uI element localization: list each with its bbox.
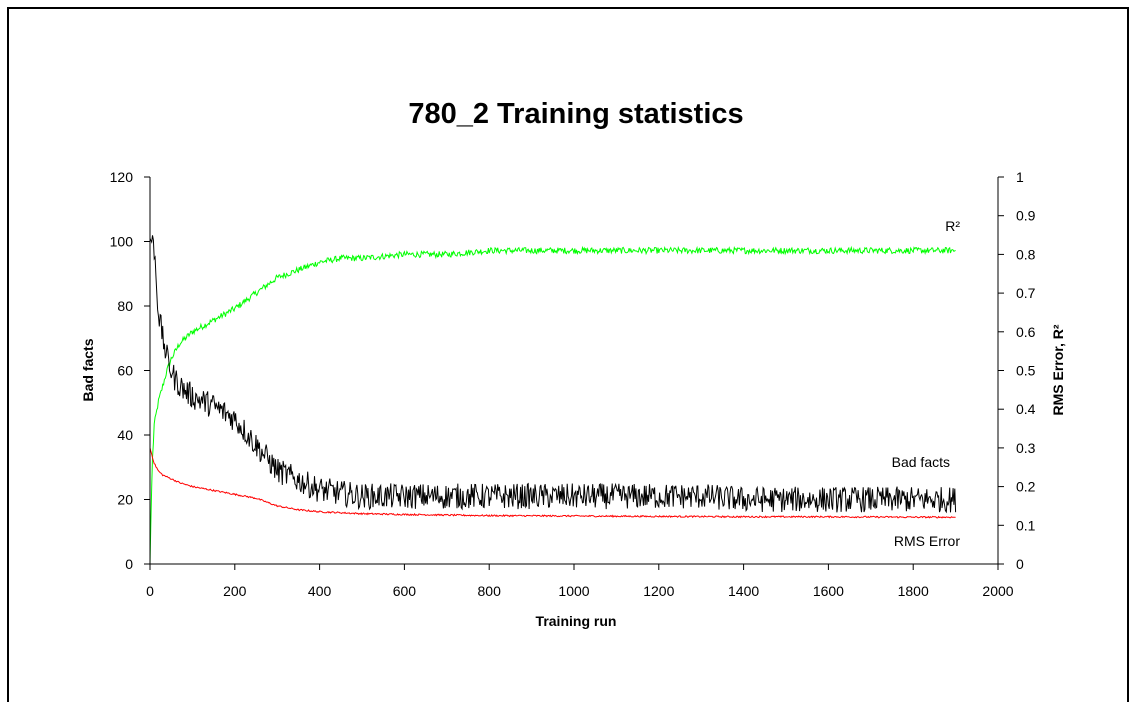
y2-tick-label: 0.2 xyxy=(1016,479,1036,495)
series-label-rms-error: RMS Error xyxy=(894,533,960,549)
y2-tick-label: 0.6 xyxy=(1016,324,1036,340)
y2-axis-ticks: 0 0.1 0.2 0.3 0.4 0.5 0.6 0.7 0.8 0.9 1 xyxy=(998,169,1036,572)
series-line-bad-facts xyxy=(149,235,957,514)
y2-tick-label: 0.9 xyxy=(1016,208,1036,224)
y2-tick-label: 0.8 xyxy=(1016,246,1036,262)
chart-title: 780_2 Training statistics xyxy=(408,98,743,130)
x-axis-ticks: 0 200 400 600 800 1000 1200 1400 1600 1800 2000 xyxy=(146,564,1014,599)
x-tick-label: 2000 xyxy=(982,583,1013,599)
y2-tick-label: 0 xyxy=(1016,556,1024,572)
y2-axis-label: RMS Error, R² xyxy=(1050,324,1066,415)
y-tick-label: 80 xyxy=(117,298,133,314)
y-tick-label: 120 xyxy=(110,169,134,185)
y2-tick-label: 0.5 xyxy=(1016,363,1036,379)
y2-tick-label: 1 xyxy=(1016,169,1024,185)
x-axis-label: Training run xyxy=(536,613,617,629)
y2-tick-label: 0.4 xyxy=(1016,401,1036,417)
plot-lines xyxy=(149,235,957,565)
y-tick-label: 20 xyxy=(117,492,133,508)
x-tick-label: 1400 xyxy=(728,583,759,599)
y-tick-label: 60 xyxy=(117,363,133,379)
y2-tick-label: 0.1 xyxy=(1016,517,1036,533)
y2-tick-label: 0.7 xyxy=(1016,285,1036,301)
x-tick-label: 1000 xyxy=(558,583,589,599)
x-tick-label: 200 xyxy=(223,583,247,599)
series-line-r xyxy=(149,245,956,565)
y-tick-label: 0 xyxy=(125,556,133,572)
y-tick-label: 100 xyxy=(110,234,134,250)
y-axis-ticks: 0 20 40 60 80 100 120 xyxy=(110,169,150,572)
series-line-rms-error xyxy=(149,447,956,519)
x-tick-label: 1600 xyxy=(813,583,844,599)
x-tick-label: 800 xyxy=(478,583,502,599)
y-axis-label: Bad facts xyxy=(80,338,96,401)
x-tick-label: 0 xyxy=(146,583,154,599)
series-label-r2: R² xyxy=(945,218,960,234)
y-tick-label: 40 xyxy=(117,427,133,443)
x-tick-label: 1200 xyxy=(643,583,674,599)
y2-tick-label: 0.3 xyxy=(1016,440,1036,456)
x-tick-label: 600 xyxy=(393,583,417,599)
series-label-bad-facts: Bad facts xyxy=(892,454,950,470)
x-tick-label: 400 xyxy=(308,583,332,599)
x-tick-label: 1800 xyxy=(898,583,929,599)
chart-area-border xyxy=(7,7,1129,702)
